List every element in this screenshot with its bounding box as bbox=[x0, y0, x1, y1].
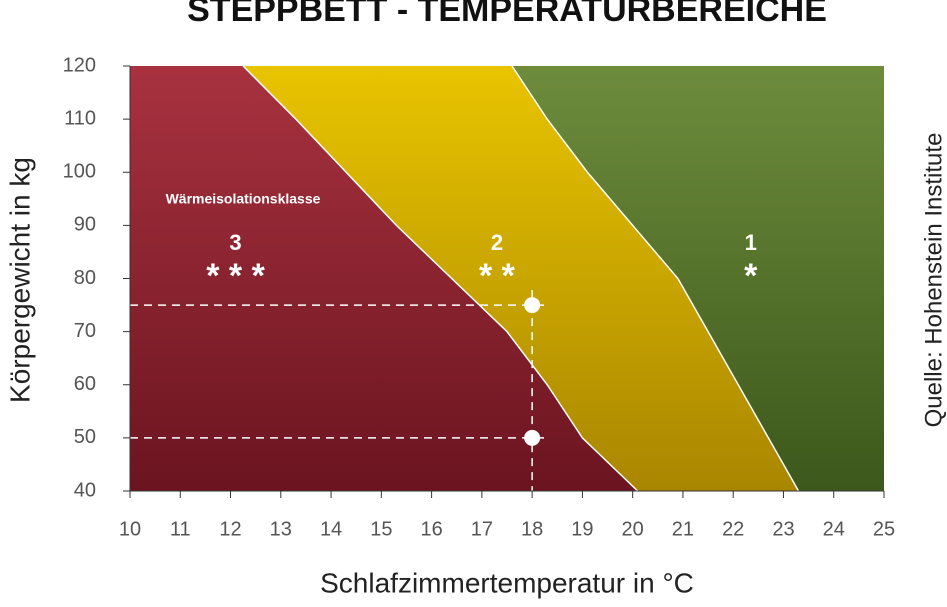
y-tick-label: 70 bbox=[74, 320, 96, 342]
y-tick-label: 60 bbox=[74, 373, 96, 395]
x-tick-label: 17 bbox=[471, 518, 493, 540]
x-tick-label: 11 bbox=[170, 518, 191, 540]
y-tick-label: 40 bbox=[74, 479, 96, 501]
region bbox=[243, 66, 799, 491]
y-tick-label: 90 bbox=[74, 214, 96, 236]
region-stars: * * bbox=[479, 257, 516, 295]
region bbox=[512, 66, 884, 491]
region-stars: * * * bbox=[206, 257, 265, 295]
x-tick-label: 10 bbox=[119, 518, 141, 540]
region-label: 3 bbox=[229, 230, 241, 255]
source: Quelle: Hohenstein Institute bbox=[920, 133, 947, 428]
annotation: Wärmeisolationsklasse bbox=[166, 191, 321, 207]
chart-title: STEPPBETT - TEMPERATURBEREICHE bbox=[187, 0, 827, 29]
y-tick-label: 100 bbox=[63, 161, 96, 183]
x-tick-label: 18 bbox=[521, 518, 543, 540]
plot-area bbox=[130, 65, 884, 492]
x-tick-label: 20 bbox=[622, 518, 644, 540]
x-tick-label: 12 bbox=[219, 518, 241, 540]
point bbox=[524, 429, 541, 446]
x-tick-label: 24 bbox=[823, 518, 845, 540]
x-tick-label: 15 bbox=[370, 518, 392, 540]
x-tick-label: 13 bbox=[270, 518, 292, 540]
x-tick-label: 22 bbox=[722, 518, 744, 540]
y-tick-label: 120 bbox=[63, 54, 96, 76]
x-tick-label: 23 bbox=[772, 518, 794, 540]
x-tick-label: 21 bbox=[672, 518, 694, 540]
region-label: 2 bbox=[491, 230, 503, 255]
boundary-line bbox=[511, 65, 800, 492]
boundary-line bbox=[242, 65, 639, 492]
region-stars: * bbox=[744, 257, 758, 295]
y-tick-label: 50 bbox=[74, 426, 96, 448]
y-tick-label: 80 bbox=[74, 267, 96, 289]
region-label: 1 bbox=[745, 230, 757, 255]
region bbox=[130, 66, 638, 491]
x-tick-label: 16 bbox=[420, 518, 442, 540]
y-axis-label: Körpergewicht in kg bbox=[4, 157, 35, 403]
x-tick-label: 19 bbox=[571, 518, 593, 540]
x-tick-label: 25 bbox=[873, 518, 895, 540]
point bbox=[524, 297, 541, 314]
x-axis-label: Schlafzimmertemperatur in °C bbox=[320, 567, 694, 598]
x-tick-label: 14 bbox=[320, 518, 342, 540]
y-tick-label: 110 bbox=[64, 107, 96, 129]
